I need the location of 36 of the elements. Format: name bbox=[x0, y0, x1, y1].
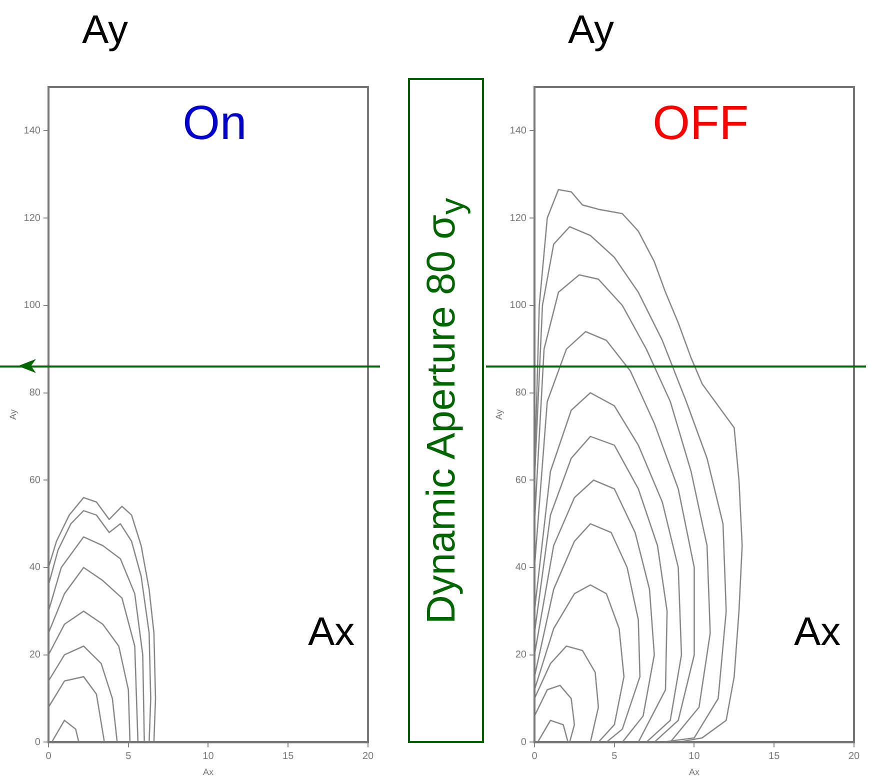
y-tick-label: 120 bbox=[24, 212, 41, 224]
annotation: Ax bbox=[308, 610, 355, 655]
y-tick-label: 20 bbox=[29, 650, 41, 661]
y-tick-label: 100 bbox=[24, 300, 41, 312]
y-tick-label: 80 bbox=[515, 388, 527, 399]
x-tick-label: 0 bbox=[46, 750, 52, 762]
y-tick-label: 0 bbox=[34, 736, 41, 748]
x-tick-label: 20 bbox=[362, 750, 374, 762]
y-tick-label: 60 bbox=[515, 474, 527, 486]
y-tick-label: 40 bbox=[515, 562, 527, 574]
chart-title: On bbox=[182, 97, 247, 150]
y-axis-title: Ay bbox=[494, 408, 504, 420]
x-tick-label: 20 bbox=[848, 750, 860, 762]
x-tick-label: 5 bbox=[126, 750, 132, 762]
x-tick-label: 0 bbox=[532, 750, 538, 762]
x-tick-label: 15 bbox=[282, 750, 294, 762]
y-tick-label: 20 bbox=[515, 650, 527, 661]
x-axis-title: Ax bbox=[202, 767, 214, 778]
y-axis-title: Ay bbox=[8, 408, 18, 420]
x-tick-label: 15 bbox=[768, 750, 780, 762]
annotation: Ax bbox=[794, 610, 841, 655]
x-tick-label: 10 bbox=[688, 750, 700, 762]
x-axis-title: Ax bbox=[688, 767, 700, 778]
y-tick-label: 0 bbox=[520, 736, 527, 748]
x-tick-label: 10 bbox=[202, 750, 214, 762]
y-tick-label: 140 bbox=[510, 125, 527, 136]
y-tick-label: 140 bbox=[24, 125, 41, 136]
y-tick-label: 80 bbox=[29, 388, 41, 399]
y-tick-label: 100 bbox=[510, 300, 527, 312]
chart-title: OFF bbox=[652, 97, 749, 150]
text: Ay bbox=[82, 8, 128, 53]
y-tick-label: 40 bbox=[29, 562, 41, 574]
y-tick-label: 120 bbox=[510, 212, 527, 224]
y-tick-label: 60 bbox=[29, 474, 41, 486]
x-tick-label: 5 bbox=[612, 750, 618, 762]
text: Ay bbox=[568, 8, 614, 53]
